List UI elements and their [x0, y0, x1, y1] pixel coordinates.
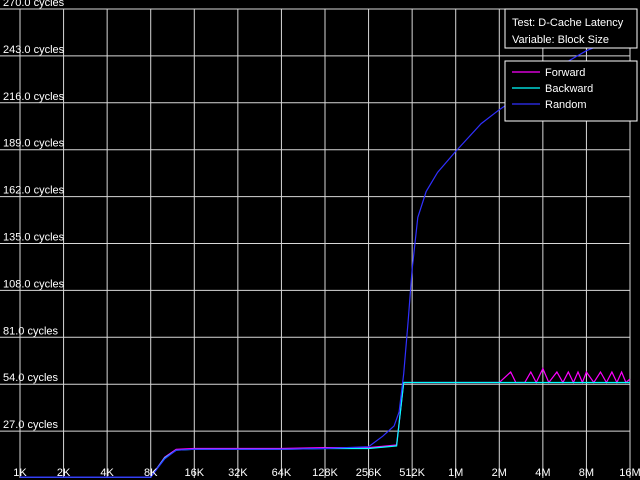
y-tick-label: 27.0 cycles — [3, 419, 59, 431]
y-tick-label: 243.0 cycles — [3, 44, 65, 56]
x-axis-labels: 1K 2K 4K 8K 16K 32K 64K 128K 256K 512K 1M 2M 4M 8M 16M — [13, 467, 640, 479]
y-tick-label: 162.0 cycles — [3, 185, 65, 197]
x-tick-label: 32K — [228, 467, 248, 479]
y-tick-label: 108.0 cycles — [3, 278, 65, 290]
x-tick-label: 1M — [448, 467, 463, 479]
x-tick-label: 16M — [619, 467, 640, 479]
x-tick-label: 2K — [57, 467, 71, 479]
x-tick-label: 8M — [579, 467, 594, 479]
info-test: Test: D-Cache Latency — [512, 17, 624, 29]
y-tick-label: 135.0 cycles — [3, 232, 65, 244]
x-tick-label: 256K — [356, 467, 382, 479]
info-variable: Variable: Block Size — [512, 34, 609, 46]
y-axis-labels: 27.0 cycles 54.0 cycles 81.0 cycles 108.0 c… — [3, 0, 65, 431]
legend: Test: D-Cache Latency Variable: Block Si… — [504, 8, 638, 122]
legend-entries: Forward Backward Random — [512, 67, 593, 111]
y-tick-label: 81.0 cycles — [3, 325, 59, 337]
legend-label: Forward — [545, 67, 585, 79]
x-tick-label: 64K — [272, 467, 292, 479]
y-tick-label: 270.0 cycles — [3, 0, 65, 9]
grid-lines — [0, 8, 631, 478]
x-tick-label: 128K — [312, 467, 338, 479]
x-tick-label: 2M — [492, 467, 507, 479]
series-line-forward — [20, 367, 631, 478]
info-box — [504, 8, 638, 49]
y-tick-label: 54.0 cycles — [3, 372, 59, 384]
x-tick-label: 16K — [184, 467, 204, 479]
x-tick-label: 4K — [100, 467, 114, 479]
x-tick-label: 1K — [13, 467, 27, 479]
legend-label: Backward — [545, 83, 593, 95]
x-tick-label: 8K — [144, 467, 158, 479]
y-tick-label: 216.0 cycles — [3, 91, 65, 103]
legend-label: Random — [545, 99, 587, 111]
legend-box — [504, 60, 638, 122]
y-tick-label: 189.0 cycles — [3, 138, 65, 150]
x-tick-label: 512K — [399, 467, 425, 479]
x-tick-label: 4M — [535, 467, 550, 479]
